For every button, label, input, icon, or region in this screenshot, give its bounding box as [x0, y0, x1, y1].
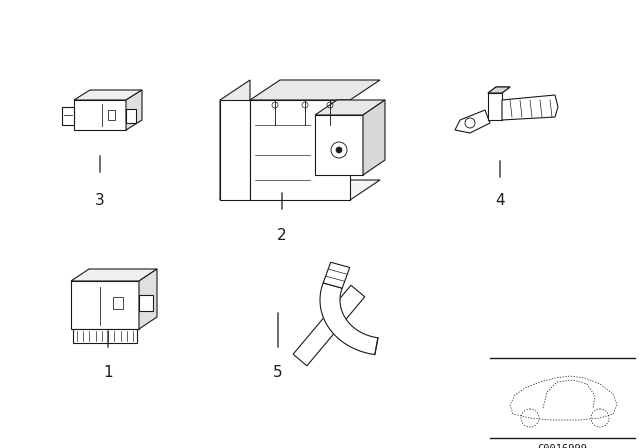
Text: 5: 5: [273, 365, 283, 380]
Polygon shape: [293, 285, 365, 366]
Polygon shape: [363, 100, 385, 175]
Polygon shape: [488, 93, 502, 120]
Polygon shape: [71, 269, 157, 281]
Text: 1: 1: [103, 365, 113, 380]
Polygon shape: [62, 107, 74, 125]
Polygon shape: [315, 100, 385, 115]
Polygon shape: [455, 110, 490, 133]
Polygon shape: [220, 100, 250, 200]
Polygon shape: [126, 90, 142, 130]
Polygon shape: [74, 90, 142, 100]
Polygon shape: [488, 87, 510, 93]
Polygon shape: [250, 80, 380, 100]
Polygon shape: [139, 269, 157, 329]
Polygon shape: [220, 180, 380, 200]
Polygon shape: [315, 115, 363, 175]
Polygon shape: [502, 95, 558, 120]
Polygon shape: [73, 329, 137, 343]
Polygon shape: [320, 283, 378, 354]
Polygon shape: [139, 295, 153, 311]
Text: 4: 4: [495, 193, 505, 208]
Polygon shape: [220, 80, 250, 200]
Polygon shape: [323, 262, 349, 288]
Text: 3: 3: [95, 193, 105, 208]
Polygon shape: [250, 100, 350, 200]
Polygon shape: [126, 109, 136, 123]
Polygon shape: [74, 100, 126, 130]
Text: 2: 2: [277, 228, 287, 243]
Polygon shape: [71, 281, 139, 329]
Text: C0016999: C0016999: [538, 444, 588, 448]
Circle shape: [336, 147, 342, 153]
Polygon shape: [488, 87, 510, 93]
